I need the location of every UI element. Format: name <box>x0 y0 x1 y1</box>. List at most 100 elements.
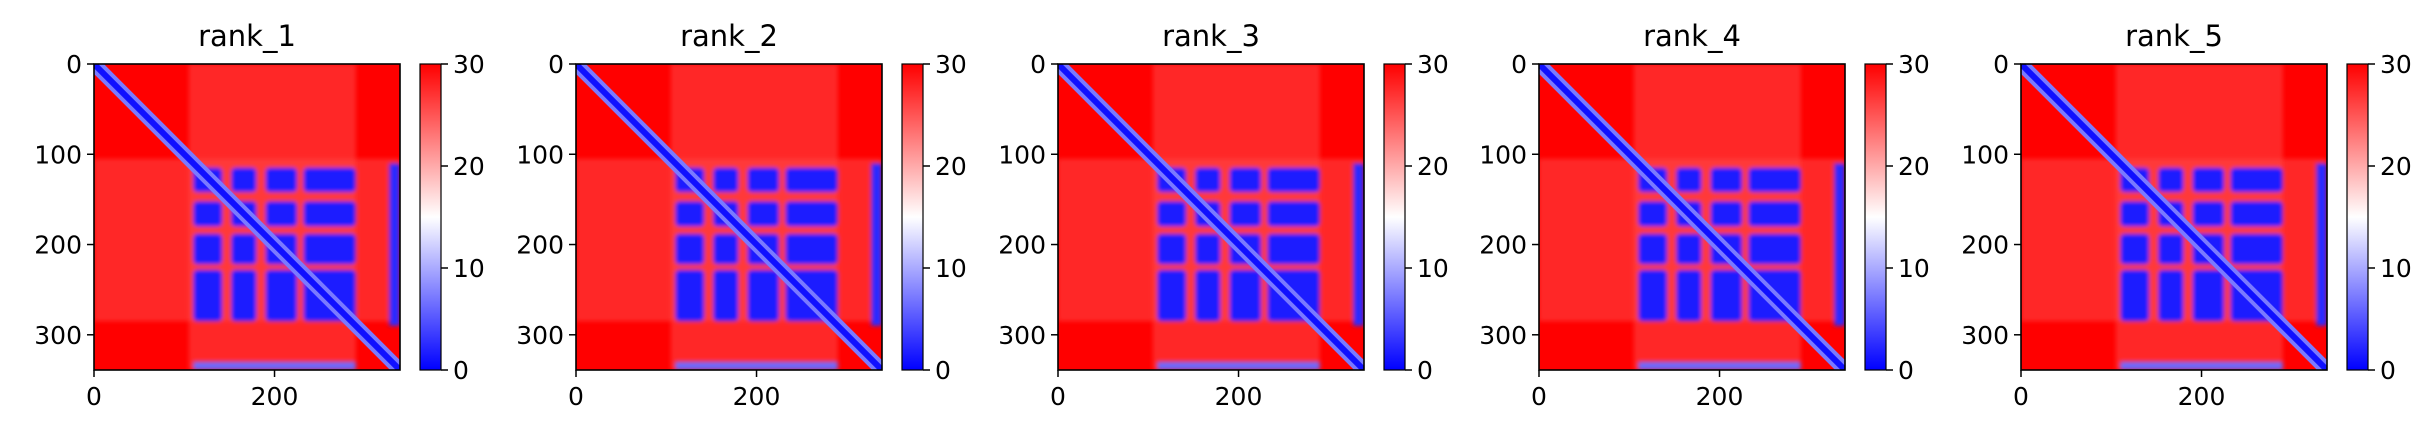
low-distance-block <box>1638 201 1668 227</box>
low-distance-block <box>1710 201 1743 227</box>
colorbar-tick-label: 20 <box>1417 152 1449 181</box>
low-distance-block <box>1267 233 1320 265</box>
x-tick-label: 0 <box>1531 382 1547 411</box>
diagonal <box>94 64 400 370</box>
y-tick-label: 300 <box>998 321 1046 350</box>
low-distance-block <box>2120 201 2150 227</box>
colorbar: 0 10 20 30 <box>901 50 967 385</box>
low-distance-block <box>747 269 780 322</box>
colorbar-tick-label: 0 <box>1417 356 1433 385</box>
panel-title: rank_5 <box>2125 19 2223 53</box>
low-distance-block <box>231 269 257 322</box>
panel-title: rank_1 <box>198 19 296 53</box>
low-distance-block <box>2120 233 2150 265</box>
low-distance-block <box>303 167 356 193</box>
y-tick-label: 300 <box>516 321 564 350</box>
heatmap-image <box>2021 64 2327 370</box>
low-distance-block <box>2192 269 2225 322</box>
axes-frame <box>575 63 883 371</box>
colorbar-tick-label: 0 <box>935 356 951 385</box>
low-distance-block <box>1353 163 1364 326</box>
low-distance-block <box>1229 269 1262 322</box>
y-tick-label: 100 <box>1479 140 1527 169</box>
colorbar-tick-label: 10 <box>2380 254 2412 283</box>
low-distance-block <box>2316 163 2327 326</box>
colorbar-tick-label: 30 <box>935 50 967 79</box>
low-distance-block <box>2158 167 2184 193</box>
low-distance-block <box>1638 361 1801 370</box>
colorbar-gradient <box>1383 63 1406 371</box>
colorbar-tick-label: 20 <box>453 152 485 181</box>
colorbar-tick-label: 20 <box>935 152 967 181</box>
y-tick-label: 300 <box>1479 321 1527 350</box>
low-distance-block <box>1676 167 1702 193</box>
colorbar: 0 10 20 30 <box>2346 50 2412 385</box>
heatmap-cells <box>1539 64 1845 370</box>
low-distance-block <box>2120 269 2150 322</box>
axes-frame <box>2020 63 2328 371</box>
colorbar-tick-label: 10 <box>935 254 967 283</box>
y-tick-label: 0 <box>1511 50 1527 79</box>
low-distance-block <box>1157 201 1187 227</box>
low-distance-block <box>713 269 739 322</box>
panel-title: rank_2 <box>680 19 778 53</box>
colorbar-gradient <box>901 63 924 371</box>
x-tick-label: 200 <box>251 382 299 411</box>
low-distance-block <box>1638 233 1668 265</box>
colorbar-tick-label: 30 <box>453 50 485 79</box>
axes-frame <box>1538 63 1846 371</box>
low-distance-block <box>389 163 400 326</box>
x-tick-label: 0 <box>86 382 102 411</box>
low-distance-block <box>265 167 298 193</box>
colorbar-gradient <box>1864 63 1887 371</box>
colorbar: 0 10 20 30 <box>1383 50 1449 385</box>
heatmap-cells <box>576 64 882 370</box>
low-distance-block <box>675 269 705 322</box>
low-distance-block <box>231 233 257 265</box>
heatmap-panel: rank_5 0 100 200 300 0 200 0 10 20 30 <box>1961 19 2412 411</box>
y-tick-label: 300 <box>1961 321 2009 350</box>
y-tick-label: 100 <box>998 140 1046 169</box>
low-distance-block <box>1229 201 1262 227</box>
low-distance-block <box>713 233 739 265</box>
colorbar: 0 10 20 30 <box>419 50 485 385</box>
colorbar: 0 10 20 30 <box>1864 50 1930 385</box>
colorbar-tick-label: 20 <box>2380 152 2412 181</box>
y-tick-label: 200 <box>516 231 564 260</box>
axes-frame <box>1057 63 1365 371</box>
colorbar-tick-label: 10 <box>453 254 485 283</box>
low-distance-block <box>303 201 356 227</box>
heatmap-panel: rank_1 0 100 200 300 0 200 0 10 20 30 <box>34 19 485 411</box>
low-distance-block <box>193 269 223 322</box>
x-tick-label: 200 <box>2178 382 2226 411</box>
low-distance-block <box>785 167 838 193</box>
low-distance-block <box>265 269 298 322</box>
x-tick-label: 200 <box>1215 382 1263 411</box>
y-tick-label: 0 <box>1993 50 2009 79</box>
colorbar-tick-label: 0 <box>453 356 469 385</box>
y-tick-label: 100 <box>34 140 82 169</box>
colorbar-tick-label: 0 <box>1898 356 1914 385</box>
y-tick-label: 100 <box>516 140 564 169</box>
low-distance-block <box>2120 361 2283 370</box>
low-distance-block <box>1834 163 1845 326</box>
y-tick-label: 0 <box>1030 50 1046 79</box>
y-tick-label: 200 <box>1479 231 1527 260</box>
low-distance-block <box>2192 201 2225 227</box>
low-distance-block <box>193 361 356 370</box>
heatmap-cells <box>94 64 400 370</box>
low-distance-block <box>785 233 838 265</box>
low-distance-block <box>1195 269 1221 322</box>
low-distance-block <box>1157 233 1187 265</box>
colorbar-tick-label: 10 <box>1898 254 1930 283</box>
low-distance-block <box>231 167 257 193</box>
low-distance-block <box>1748 201 1801 227</box>
axes-frame <box>93 63 401 371</box>
diagonal <box>1539 64 1845 370</box>
low-distance-block <box>1195 167 1221 193</box>
x-tick-label: 0 <box>1050 382 1066 411</box>
colorbar-tick-label: 20 <box>1898 152 1930 181</box>
low-distance-block <box>2158 233 2184 265</box>
low-distance-block <box>713 167 739 193</box>
low-distance-block <box>1676 269 1702 322</box>
